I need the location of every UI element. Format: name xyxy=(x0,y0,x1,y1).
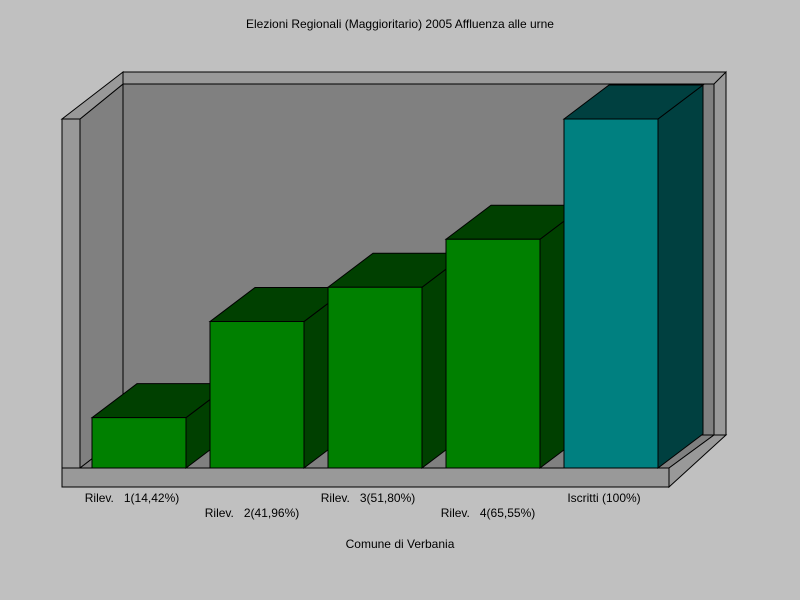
floor-right-edge xyxy=(668,434,728,489)
back-wall-top-edge xyxy=(122,71,727,85)
x-tick-label: Iscritti (100%) xyxy=(567,491,641,505)
x-tick-label: Rilev. 4(65,55%) xyxy=(440,506,536,520)
bar-5 xyxy=(563,118,659,469)
x-tick-label: Rilev. 1(14,42%) xyxy=(84,491,180,505)
bar-3 xyxy=(327,286,423,469)
bar-side-5 xyxy=(657,83,704,470)
chart-title: Elezioni Regionali (Maggioritario) 2005 … xyxy=(246,17,554,31)
back-wall-right-edge xyxy=(713,70,727,436)
left-wall-front xyxy=(61,118,81,469)
x-tick-label: Rilev. 3(51,80%) xyxy=(320,491,416,505)
x-tick-label: Rilev. 2(41,96%) xyxy=(204,506,300,520)
bar-4 xyxy=(445,238,541,469)
x-axis-title: Comune di Verbania xyxy=(345,537,455,551)
bars-group xyxy=(90,83,705,470)
bar-2 xyxy=(209,321,305,469)
bar-1 xyxy=(91,417,187,469)
floor-front-edge xyxy=(61,467,670,488)
